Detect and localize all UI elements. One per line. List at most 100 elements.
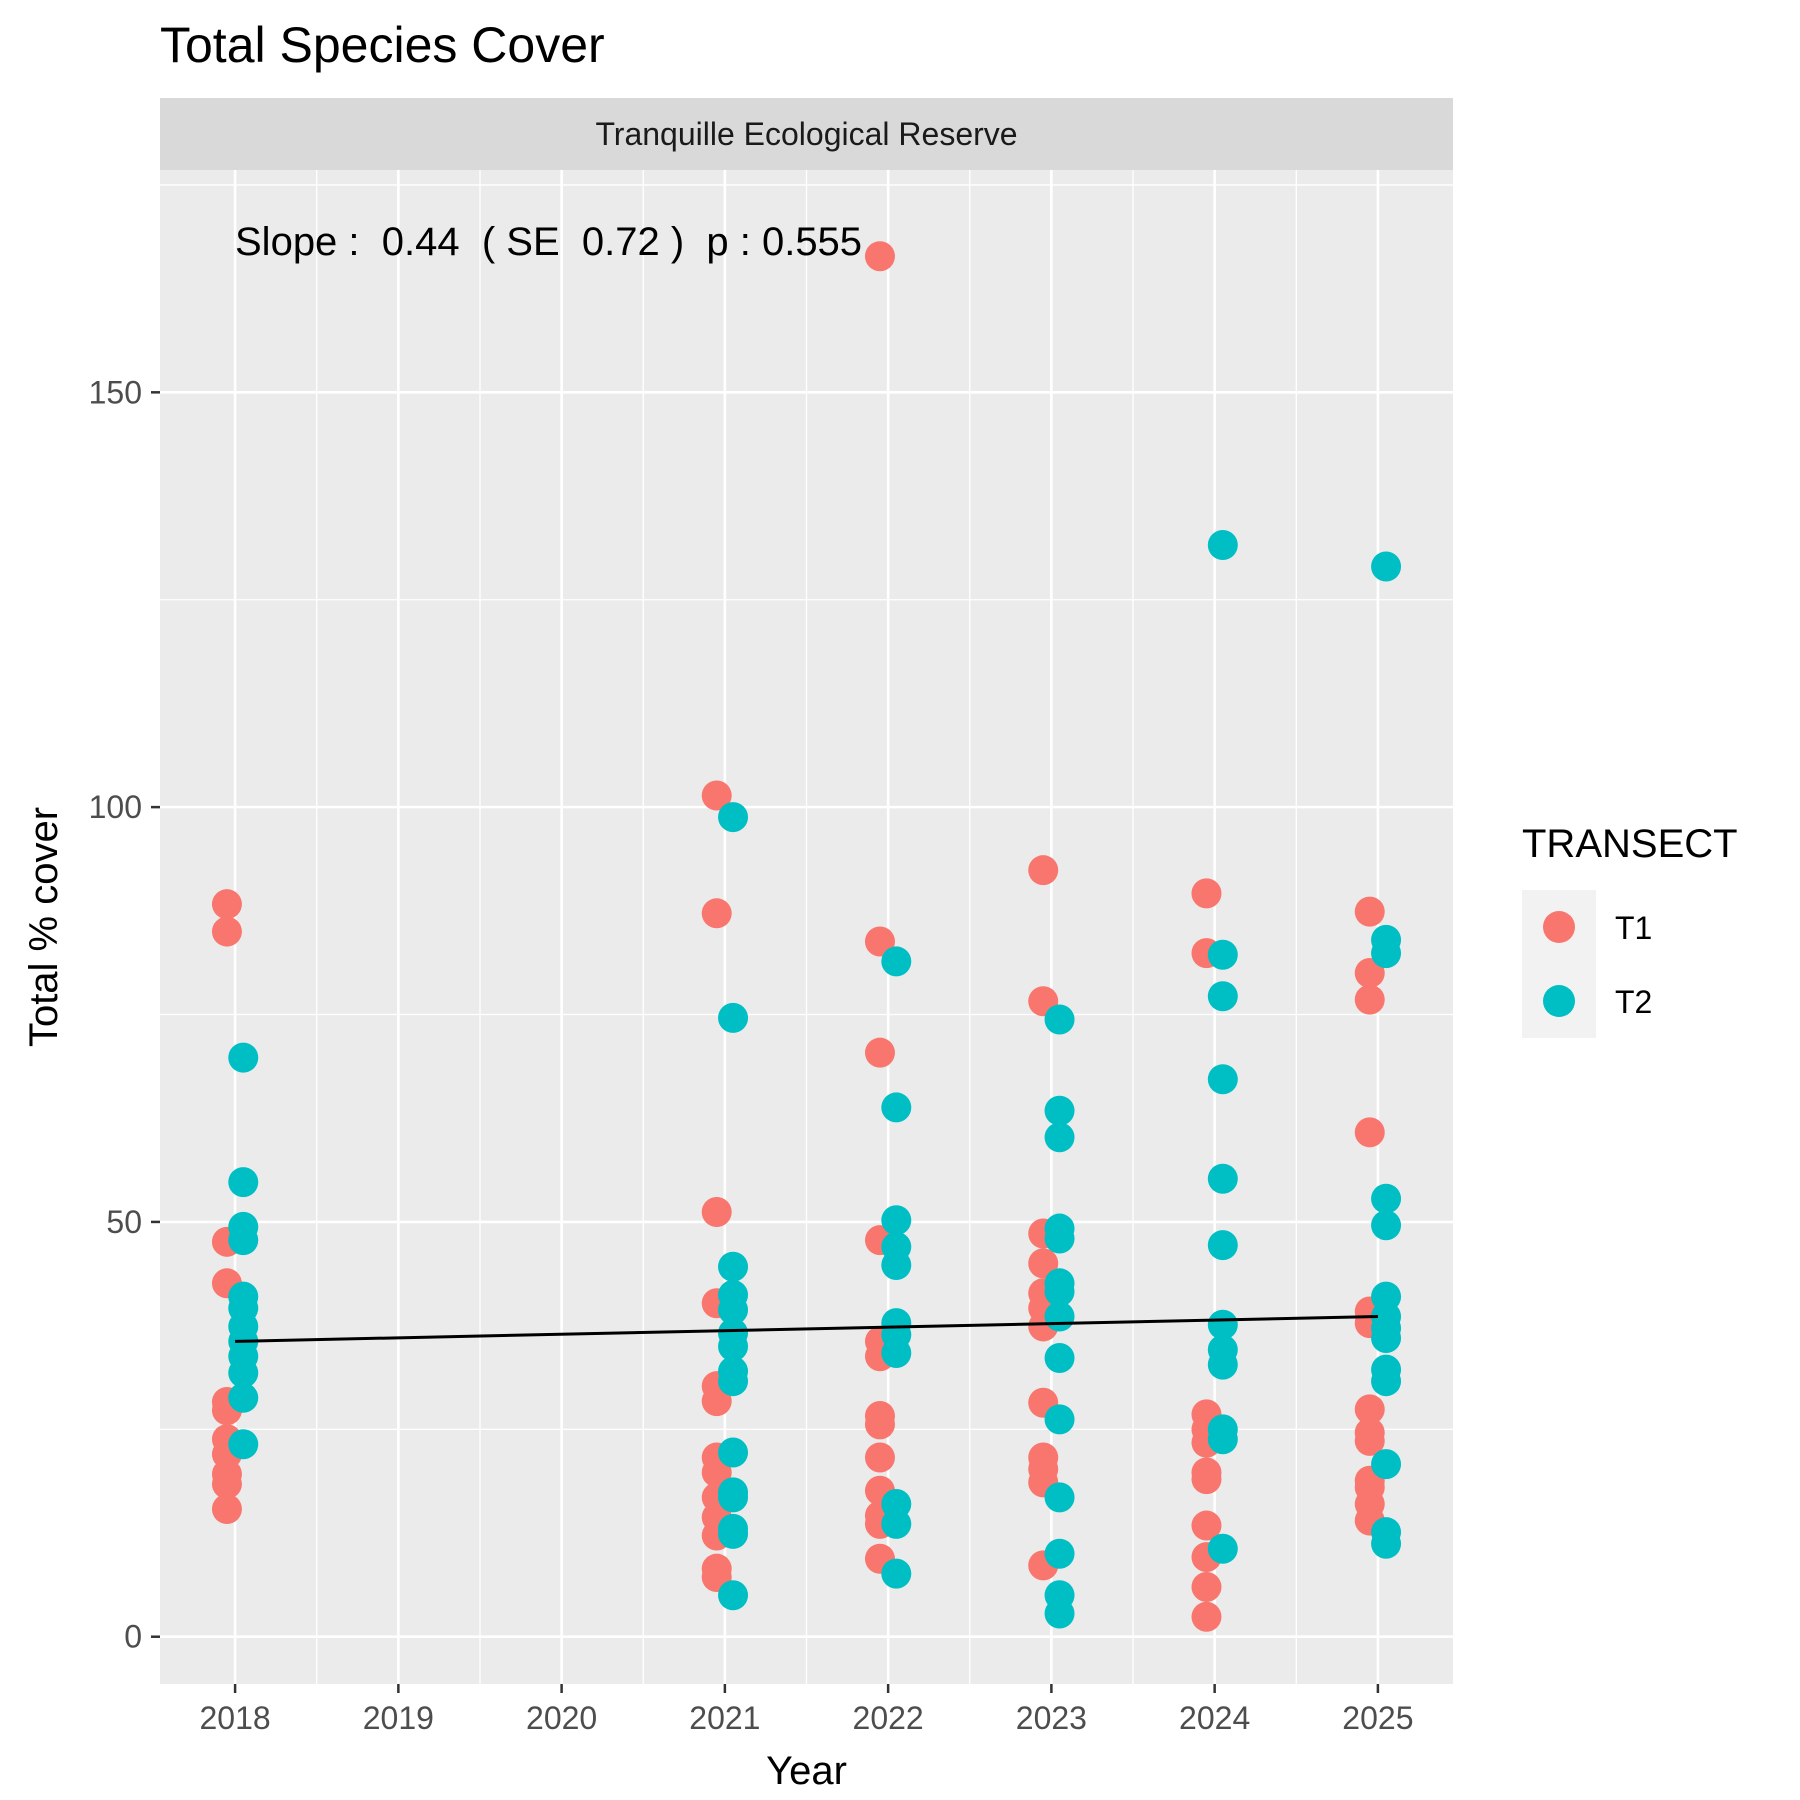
point-t2 [228,1167,259,1198]
point-t1 [1354,958,1385,989]
point-t1 [211,889,242,920]
point-t2 [1207,981,1238,1012]
y-axis: 0 50 100 150 [89,374,160,1655]
point-t1 [211,916,242,947]
point-t2 [228,1429,259,1460]
point-t1 [701,1457,732,1488]
y-tick-label: 50 [106,1204,142,1240]
point-t1 [1191,1571,1222,1602]
point-t1 [1028,1248,1059,1279]
point-t2 [1044,1122,1075,1153]
legend-key-t1 [1543,911,1575,943]
point-t2 [718,1580,749,1611]
point-t2 [881,1337,912,1368]
point-t2 [1207,939,1238,970]
facet-label: Tranquille Ecological Reserve [595,116,1017,152]
legend-label-t2: T2 [1615,984,1652,1020]
point-t1 [864,1409,895,1440]
y-axis-title: Total % cover [22,807,66,1047]
legend: TRANSECT T1 T2 [1522,822,1738,1038]
point-t2 [718,1518,749,1549]
x-axis: 2018 2019 2020 2021 2022 2023 2024 2025 [200,1684,1413,1736]
point-t2 [1044,1301,1075,1332]
point-t1 [864,1037,895,1068]
point-t2 [718,1294,749,1325]
point-t2 [1044,1482,1075,1513]
point-t2 [1044,1095,1075,1126]
legend-title: TRANSECT [1522,822,1738,866]
point-t2 [1371,938,1402,969]
point-t2 [1371,551,1402,582]
point-t2 [1044,1342,1075,1373]
point-t2 [1207,1533,1238,1564]
x-tick-label: 2022 [853,1700,924,1736]
point-t1 [1354,1425,1385,1456]
point-t2 [718,802,749,833]
x-tick-label: 2024 [1179,1700,1250,1736]
point-t2 [718,1366,749,1397]
point-t2 [718,1482,749,1513]
point-t2 [1044,1404,1075,1435]
point-t2 [1371,1528,1402,1559]
point-t2 [1371,1323,1402,1354]
point-t2 [718,1331,749,1362]
point-t2 [1371,1210,1402,1241]
facet-strip [160,98,1453,170]
trend-line [235,1314,1378,1343]
point-t1 [211,1469,242,1500]
point-t1 [701,1386,732,1417]
point-t2 [228,1042,259,1073]
point-t2 [1207,1424,1238,1455]
point-t2 [1207,1230,1238,1261]
point-t2 [1371,1449,1402,1480]
y-tick-label: 150 [89,374,142,410]
legend-key-t2 [1543,985,1575,1017]
x-tick-label: 2018 [200,1700,271,1736]
point-t1 [864,926,895,957]
point-t1 [1354,1117,1385,1148]
point-t1 [1354,984,1385,1015]
point-t1 [701,1196,732,1227]
point-t2 [881,1508,912,1539]
point-t2 [718,1251,749,1282]
point-t2 [1207,529,1238,560]
chart-title: Total Species Cover [160,17,605,73]
point-t1 [1354,1394,1385,1425]
x-tick-label: 2023 [1016,1700,1087,1736]
point-t2 [1207,1349,1238,1380]
point-t2 [1371,1366,1402,1397]
point-t1 [211,1493,242,1524]
y-tick-label: 0 [124,1619,142,1655]
point-t1 [1028,855,1059,886]
point-t2 [881,1205,912,1236]
x-tick-label: 2021 [689,1700,760,1736]
x-axis-title: Year [766,1749,847,1793]
point-t1 [701,898,732,929]
point-t2 [1207,1163,1238,1194]
x-tick-label: 2025 [1342,1700,1413,1736]
point-t2 [1044,1538,1075,1569]
point-t1 [1191,878,1222,909]
point-t1 [1354,896,1385,927]
point-t2 [1371,1183,1402,1214]
point-t2 [228,1357,259,1388]
point-t2 [881,1250,912,1281]
point-t1 [1191,1510,1222,1541]
x-tick-label: 2020 [526,1700,597,1736]
point-t2 [1044,1004,1075,1035]
y-tick-label: 100 [89,789,142,825]
regression-line [235,1314,1378,1343]
point-t2 [881,946,912,977]
point-t2 [1044,1223,1075,1254]
regression-annotation: Slope : 0.44 ( SE 0.72 ) p : 0.555 [235,220,862,264]
legend-label-t1: T1 [1615,910,1652,946]
point-t2 [718,1002,749,1033]
x-tick-label: 2019 [363,1700,434,1736]
point-t2 [881,1558,912,1589]
point-t2 [718,1437,749,1468]
point-t1 [1191,1601,1222,1632]
point-t2 [881,1092,912,1123]
point-t2 [1044,1598,1075,1629]
point-t1 [864,241,895,272]
point-t2 [1207,1064,1238,1095]
